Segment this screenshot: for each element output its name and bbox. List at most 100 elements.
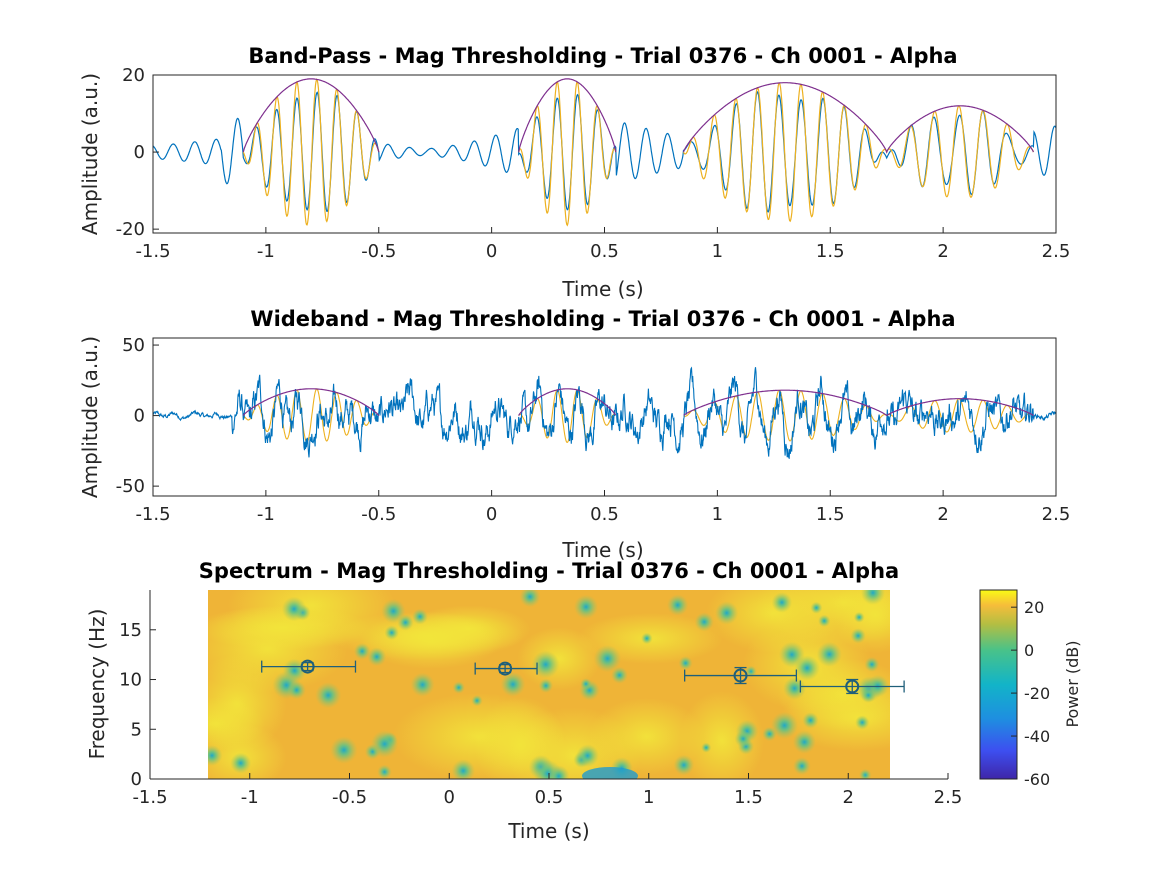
y-tick-label: -50 bbox=[116, 476, 145, 497]
low-power-spot bbox=[802, 712, 819, 729]
low-power-spot bbox=[330, 736, 358, 764]
y-tick-label: 0 bbox=[131, 769, 142, 790]
panel2-x-label: Time (s) bbox=[561, 538, 643, 562]
colorbar-tick-label: -40 bbox=[1024, 727, 1050, 746]
wideband-panel: Wideband - Mag Thresholding - Trial 0376… bbox=[78, 307, 1070, 562]
panel3-x-label: Time (s) bbox=[507, 819, 589, 843]
low-power-spot bbox=[593, 644, 622, 673]
colorbar-tick-label: -60 bbox=[1024, 770, 1050, 789]
x-tick-label: -1 bbox=[257, 241, 275, 262]
low-power-spot bbox=[855, 715, 870, 730]
low-power-spot bbox=[384, 625, 400, 640]
low-power-spot bbox=[471, 695, 483, 707]
low-power-spot bbox=[860, 590, 885, 605]
panel3-title: Spectrum - Mag Thresholding - Trial 0376… bbox=[199, 559, 899, 583]
low-power-spot bbox=[452, 681, 465, 694]
low-power-spot bbox=[412, 608, 428, 625]
panel2-x-ticks: -1.5 -1 -0.5 0 0.5 1 1.5 2 2.5 bbox=[135, 490, 1070, 525]
low-power-spot bbox=[853, 611, 865, 623]
low-power-spot bbox=[573, 594, 599, 620]
low-power-spot bbox=[582, 767, 638, 779]
low-power-spot bbox=[818, 614, 831, 628]
x-tick-label: 1.5 bbox=[816, 504, 845, 525]
x-tick-label: 0 bbox=[486, 504, 497, 525]
y-tick-label: -20 bbox=[116, 219, 145, 240]
panel2-y-label: Amplitude (a.u.) bbox=[78, 336, 102, 498]
low-power-spot bbox=[792, 730, 816, 754]
low-power-spot bbox=[611, 666, 628, 684]
burst-marker-circle bbox=[733, 668, 748, 683]
bandpass-panel: Band-Pass - Mag Thresholding - Trial 037… bbox=[78, 44, 1070, 301]
low-power-spot bbox=[531, 650, 560, 679]
y-tick-label: 0 bbox=[134, 142, 145, 163]
panel2-title: Wideband - Mag Thresholding - Trial 0376… bbox=[250, 307, 955, 331]
panel1-y-label: Amplitude (a.u.) bbox=[78, 73, 102, 235]
colorbar-ticks: 20 0 -20 -40 -60 bbox=[1011, 598, 1050, 789]
y-tick-label: 50 bbox=[122, 335, 145, 356]
low-power-spot bbox=[783, 676, 806, 700]
x-tick-label: 2.5 bbox=[1042, 241, 1071, 262]
x-tick-label: -0.5 bbox=[361, 241, 396, 262]
low-power-spot bbox=[377, 764, 392, 779]
x-tick-label: 2.5 bbox=[934, 787, 963, 808]
x-tick-label: -1.5 bbox=[132, 787, 167, 808]
x-tick-label: 0 bbox=[486, 241, 497, 262]
low-power-spot bbox=[816, 641, 842, 667]
panel3-y-label: Frequency (Hz) bbox=[85, 609, 109, 760]
x-tick-label: -0.5 bbox=[361, 504, 396, 525]
panel2-wideband-signal-line bbox=[153, 366, 1056, 459]
panel3-x-ticks: -1.5 -1 -0.5 0 0.5 1 1.5 2 2.5 bbox=[132, 773, 962, 808]
low-power-spot bbox=[694, 612, 714, 632]
burst-marker-circle bbox=[498, 661, 513, 676]
low-power-spot bbox=[864, 656, 880, 672]
high-power-region bbox=[208, 654, 287, 753]
x-tick-label: 2 bbox=[937, 504, 948, 525]
high-power-region bbox=[706, 590, 843, 654]
x-tick-label: 1.5 bbox=[816, 241, 845, 262]
low-power-spot bbox=[519, 590, 541, 608]
low-power-spot bbox=[367, 647, 387, 667]
low-power-spot bbox=[353, 642, 371, 660]
y-tick-label: 15 bbox=[119, 620, 142, 641]
x-tick-label: 1 bbox=[712, 241, 723, 262]
low-power-spot bbox=[208, 745, 223, 766]
low-power-spot bbox=[538, 678, 554, 693]
colorbar-tick-label: 0 bbox=[1024, 641, 1034, 660]
low-power-spot bbox=[734, 730, 752, 748]
colorbar-tick-label: 20 bbox=[1024, 598, 1044, 617]
low-power-spot bbox=[793, 757, 811, 775]
panel2-y-ticks: -50 0 50 bbox=[116, 335, 159, 497]
low-power-spot bbox=[770, 711, 799, 740]
x-tick-label: 2 bbox=[937, 241, 948, 262]
panel1-burst-envelope-line bbox=[242, 78, 1034, 154]
x-tick-label: -1 bbox=[257, 504, 275, 525]
low-power-spot bbox=[678, 656, 693, 671]
low-power-spot bbox=[810, 601, 823, 614]
panel2-burst-envelope-line bbox=[242, 388, 1034, 417]
x-tick-label: 0.5 bbox=[590, 241, 619, 262]
spectrum-low-power-spots bbox=[208, 590, 890, 779]
panel1-title: Band-Pass - Mag Thresholding - Trial 037… bbox=[248, 44, 957, 68]
low-power-spot bbox=[287, 680, 306, 700]
x-tick-label: 0.5 bbox=[535, 787, 564, 808]
low-power-spot bbox=[397, 614, 414, 631]
low-power-spot bbox=[410, 672, 435, 697]
y-tick-label: 10 bbox=[119, 670, 142, 691]
burst-markers bbox=[261, 659, 905, 695]
low-power-spot bbox=[771, 592, 793, 613]
colorbar-label: Power (dB) bbox=[1063, 640, 1082, 727]
high-power-region bbox=[407, 605, 531, 653]
low-power-spot bbox=[576, 744, 599, 768]
low-power-spot bbox=[580, 678, 592, 690]
burst-marker-circle bbox=[300, 659, 315, 674]
y-tick-label: 5 bbox=[131, 719, 142, 740]
low-power-spot bbox=[281, 596, 307, 622]
x-tick-label: 1.5 bbox=[734, 787, 763, 808]
x-tick-label: 1 bbox=[643, 787, 654, 808]
low-power-spot bbox=[230, 752, 252, 774]
panel1-y-ticks: -20 0 20 bbox=[116, 65, 159, 240]
low-power-spot bbox=[701, 742, 712, 753]
low-power-spot bbox=[500, 671, 526, 697]
x-tick-label: 1 bbox=[712, 504, 723, 525]
spectrum-panel: Spectrum - Mag Thresholding - Trial 0376… bbox=[85, 559, 1082, 843]
